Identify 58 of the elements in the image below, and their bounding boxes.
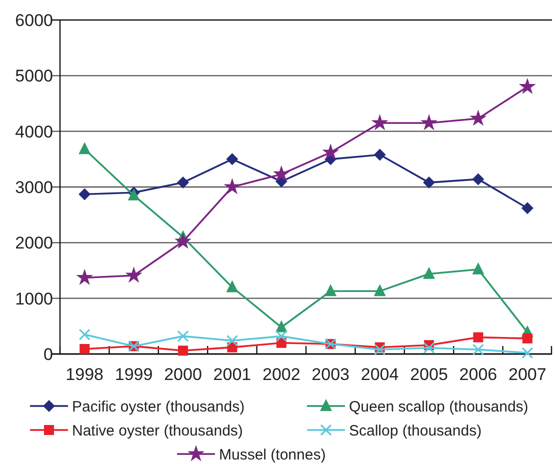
point bbox=[423, 176, 435, 189]
point bbox=[178, 346, 188, 356]
point bbox=[78, 328, 90, 340]
x-tick-label: 2002 bbox=[262, 364, 300, 384]
legend-label: Scallop (thousands) bbox=[349, 422, 482, 440]
point bbox=[226, 153, 238, 166]
x-tick-label: 2006 bbox=[459, 364, 498, 384]
point bbox=[177, 176, 189, 189]
legend-label: Pacific oyster (thousands) bbox=[72, 398, 245, 416]
y-tick-label: 1000 bbox=[15, 289, 53, 308]
point bbox=[275, 320, 288, 332]
point bbox=[177, 330, 189, 342]
point bbox=[226, 280, 238, 292]
point bbox=[226, 334, 238, 346]
point bbox=[78, 188, 91, 200]
y-tick-label: 5000 bbox=[15, 66, 53, 86]
point bbox=[472, 262, 484, 274]
point bbox=[374, 344, 386, 356]
point bbox=[78, 142, 91, 154]
point bbox=[472, 344, 484, 356]
point bbox=[80, 344, 90, 354]
point bbox=[470, 110, 487, 126]
x-tick-label: 2000 bbox=[164, 364, 202, 384]
point bbox=[272, 165, 290, 182]
point bbox=[522, 333, 532, 344]
x-tick-label: 2001 bbox=[213, 364, 252, 384]
x-tick-label: 2004 bbox=[360, 364, 399, 384]
y-tick-label: 0 bbox=[44, 344, 53, 364]
point bbox=[76, 268, 94, 285]
x-tick-label: 2003 bbox=[312, 364, 350, 384]
y-tick-label: 6000 bbox=[15, 10, 53, 30]
point bbox=[324, 284, 337, 296]
point bbox=[472, 173, 484, 186]
point bbox=[521, 202, 534, 214]
legend-label: Queen scallop (thousands) bbox=[349, 398, 528, 416]
legend-label: Mussel (tonnes) bbox=[219, 446, 326, 464]
point bbox=[125, 266, 142, 283]
x-tick-label: 1999 bbox=[114, 364, 153, 384]
point bbox=[518, 78, 536, 94]
point bbox=[374, 284, 386, 296]
point bbox=[224, 178, 241, 194]
point bbox=[374, 148, 386, 161]
y-tick-label: 2000 bbox=[15, 234, 53, 253]
x-tick-label: 2007 bbox=[508, 364, 546, 384]
y-tick-label: 4000 bbox=[15, 122, 53, 142]
point bbox=[473, 332, 484, 342]
point bbox=[420, 114, 438, 130]
point bbox=[371, 114, 388, 130]
point bbox=[423, 342, 435, 354]
point bbox=[522, 347, 534, 359]
point bbox=[423, 266, 435, 279]
x-tick-label: 2005 bbox=[410, 364, 448, 384]
point bbox=[174, 232, 192, 249]
point bbox=[322, 144, 340, 160]
x-tick-label: 1998 bbox=[66, 364, 104, 384]
y-tick-label: 3000 bbox=[15, 178, 53, 197]
point bbox=[276, 330, 288, 342]
legend-label: Native oyster (thousands) bbox=[72, 422, 243, 440]
